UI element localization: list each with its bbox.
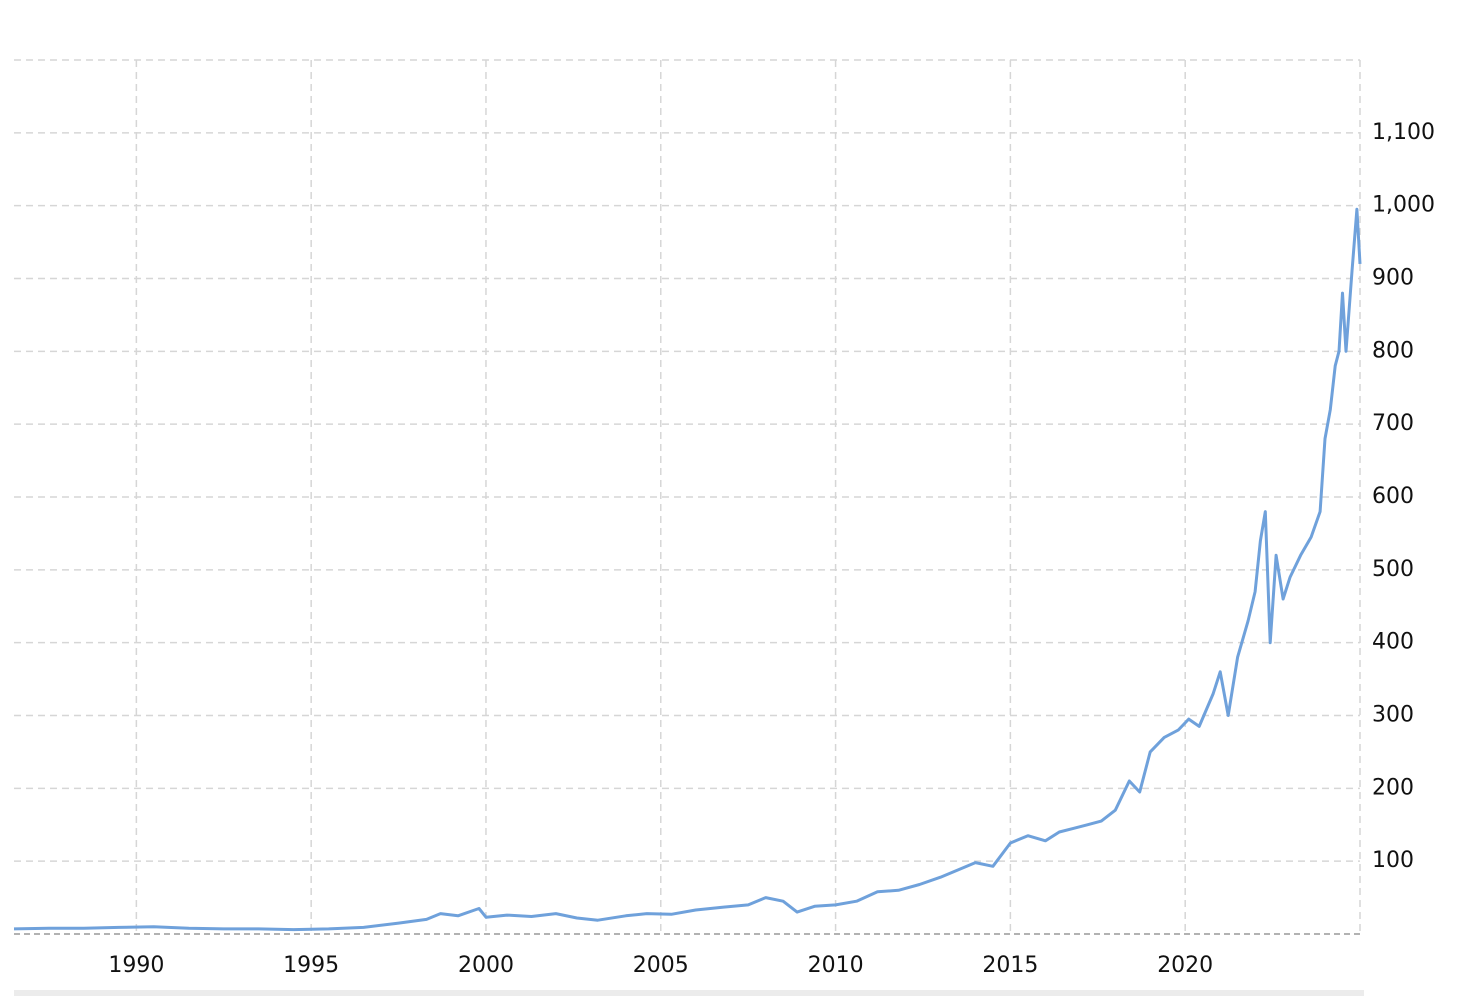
y-tick-label: 1,000: [1372, 193, 1435, 218]
x-tick-label: 1995: [283, 953, 339, 978]
x-tick-label: 2020: [1157, 953, 1213, 978]
x-tick-label: 2000: [458, 953, 514, 978]
y-tick-label: 500: [1372, 557, 1414, 582]
price-line: [13, 207, 1362, 932]
y-tick-label: 100: [1372, 848, 1414, 873]
y-tick-label: 400: [1372, 630, 1414, 655]
y-tick-label: 900: [1372, 266, 1414, 291]
x-tick-label: 2005: [633, 953, 689, 978]
y-tick-label: 600: [1372, 484, 1414, 509]
x-tick-label: 1990: [108, 953, 164, 978]
y-tick-label: 300: [1372, 703, 1414, 728]
x-tick-label: 2015: [982, 953, 1038, 978]
y-tick-label: 800: [1372, 338, 1414, 363]
y-tick-label: 200: [1372, 775, 1414, 800]
y-tick-label: 700: [1372, 411, 1414, 436]
scrollbar: [14, 990, 1364, 996]
x-tick-label: 2010: [808, 953, 864, 978]
y-tick-label: 1,100: [1372, 120, 1435, 145]
